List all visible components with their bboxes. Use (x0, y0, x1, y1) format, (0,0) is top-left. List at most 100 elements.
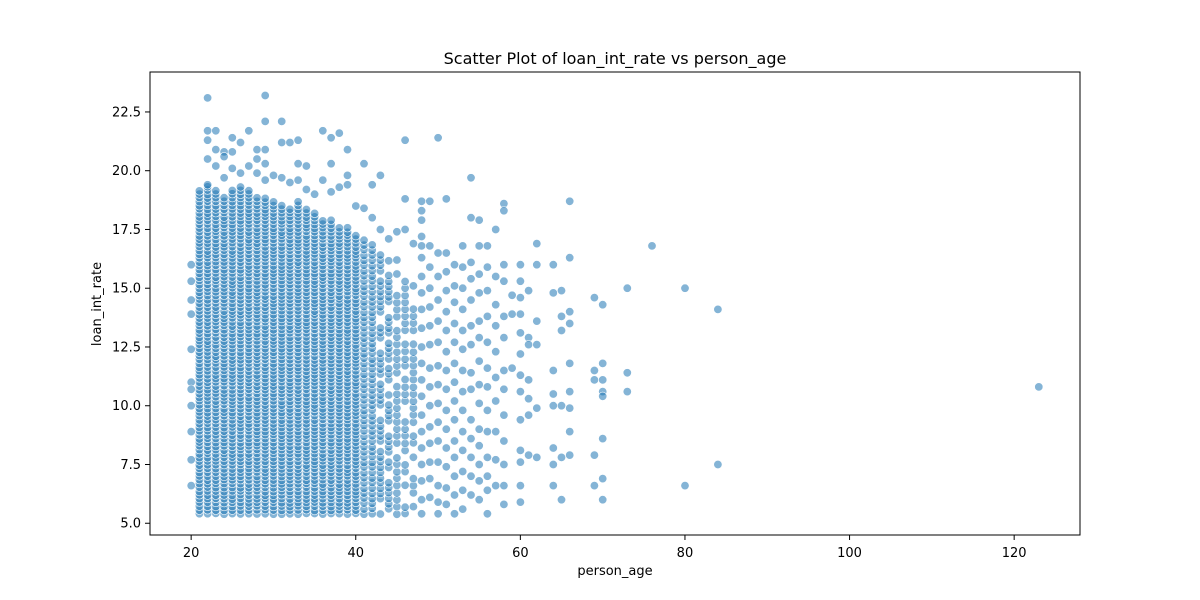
data-point (548, 389, 558, 399)
data-point (441, 365, 451, 375)
data-point (532, 260, 542, 270)
data-point (425, 262, 435, 272)
data-point (474, 441, 484, 451)
data-point (318, 126, 328, 136)
data-point (441, 424, 451, 434)
data-point (400, 354, 410, 364)
data-point (260, 91, 270, 101)
data-point (359, 159, 369, 169)
data-point (474, 424, 484, 434)
data-point (458, 262, 468, 272)
data-point (417, 215, 427, 225)
data-point (334, 128, 344, 138)
data-point (417, 253, 427, 263)
data-point (515, 260, 525, 270)
data-point (285, 204, 295, 214)
data-point (260, 116, 270, 126)
y-tick-label: 10.0 (112, 399, 141, 414)
data-point (433, 337, 443, 347)
data-point (565, 318, 575, 328)
data-point (400, 460, 410, 470)
data-point (499, 276, 509, 286)
data-point (392, 326, 402, 336)
data-point (515, 349, 525, 359)
data-point (565, 427, 575, 437)
data-point (433, 457, 443, 467)
data-point (293, 197, 303, 207)
data-point (227, 133, 237, 143)
data-point (384, 431, 394, 441)
data-point (392, 227, 402, 237)
data-point (524, 340, 534, 350)
data-point (310, 208, 320, 218)
data-point (186, 455, 196, 465)
data-point (318, 216, 328, 226)
data-point (491, 396, 501, 406)
data-point (589, 481, 599, 491)
data-point (466, 213, 476, 223)
data-point (449, 358, 459, 368)
data-point (236, 182, 246, 192)
data-point (548, 459, 558, 469)
data-point (252, 154, 262, 164)
data-point (408, 502, 418, 512)
data-point (449, 396, 459, 406)
data-point (474, 333, 484, 343)
data-point (474, 288, 484, 298)
data-point (507, 363, 517, 373)
data-point (466, 452, 476, 462)
data-point (425, 438, 435, 448)
data-point (400, 480, 410, 490)
data-point (458, 466, 468, 476)
data-point (400, 276, 410, 286)
data-point (375, 348, 385, 358)
data-point (466, 368, 476, 378)
data-point (227, 147, 237, 157)
data-point (433, 361, 443, 371)
data-point (491, 321, 501, 331)
data-point (474, 495, 484, 505)
data-point (293, 135, 303, 145)
data-point (326, 159, 336, 169)
data-point (400, 438, 410, 448)
data-point (203, 93, 213, 103)
data-point (474, 380, 484, 390)
data-point (598, 300, 608, 310)
data-point (417, 323, 427, 333)
data-point (408, 382, 418, 392)
data-point (449, 281, 459, 291)
data-point (524, 375, 534, 385)
data-point (384, 313, 394, 323)
data-point (318, 175, 328, 185)
data-point (408, 339, 418, 349)
data-point (400, 382, 410, 392)
data-point (293, 159, 303, 169)
data-point (392, 509, 402, 519)
data-point (433, 481, 443, 491)
data-point (425, 363, 435, 373)
data-point (408, 474, 418, 484)
data-point (408, 281, 418, 291)
data-point (499, 384, 509, 394)
data-point (474, 356, 484, 366)
data-point (507, 290, 517, 300)
data-point (441, 405, 451, 415)
data-point (433, 295, 443, 305)
data-point (458, 405, 468, 415)
data-point (532, 452, 542, 462)
data-point (392, 467, 402, 477)
data-point (482, 311, 492, 321)
data-point (565, 358, 575, 368)
data-point (186, 276, 196, 286)
data-point (499, 481, 509, 491)
data-point (449, 337, 459, 347)
data-point (482, 262, 492, 272)
data-point (548, 288, 558, 298)
x-tick-label: 20 (183, 546, 200, 561)
data-point (441, 307, 451, 317)
data-point (589, 450, 599, 460)
data-point (186, 260, 196, 270)
chart-title: Scatter Plot of loan_int_rate vs person_… (444, 49, 787, 69)
data-point (466, 415, 476, 425)
data-point (482, 286, 492, 296)
